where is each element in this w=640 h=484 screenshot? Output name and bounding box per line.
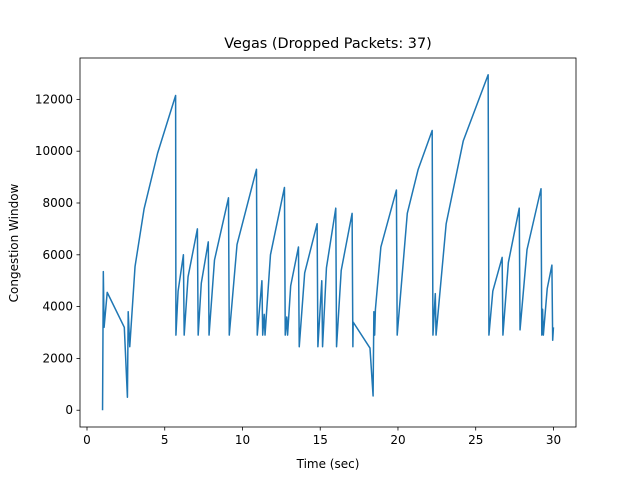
chart-title: Vegas (Dropped Packets: 37) [224,36,431,52]
y-tick-label: 4000 [42,300,73,314]
x-tick-label: 5 [161,433,169,447]
y-tick-label: 0 [65,403,73,417]
y-axis-label: Congestion Window [7,183,21,302]
x-tick-label: 20 [390,433,405,447]
line-series [101,74,555,411]
y-tick-label: 12000 [35,92,73,106]
x-tick-label: 15 [313,433,328,447]
x-tick-label: 25 [468,433,483,447]
y-tick-label: 2000 [42,351,73,365]
axes-frame [79,57,577,428]
x-axis-label: Time (sec) [296,457,360,471]
y-tick-label: 6000 [42,248,73,262]
x-tick-label: 10 [235,433,250,447]
y-tick-label: 8000 [42,196,73,210]
y-tick-label: 10000 [35,144,73,158]
x-tick-label: 30 [546,433,561,447]
x-tick-label: 0 [83,433,91,447]
